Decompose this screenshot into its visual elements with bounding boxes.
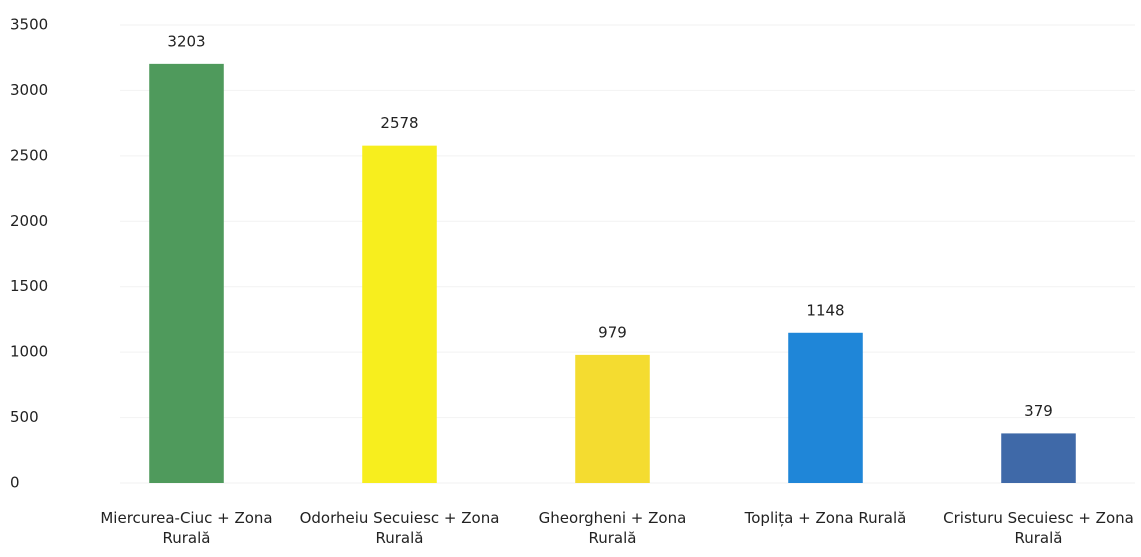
y-tick-label: 3000 [10, 81, 48, 99]
x-tick-label: Gheorgheni + Zona Rurală [538, 509, 687, 547]
x-tick-label: Toplița + Zona Rurală [744, 509, 907, 527]
y-tick-label: 2500 [10, 146, 48, 164]
data-label: 979 [598, 323, 627, 341]
x-tick-label: Cristuru Secuiesc + Zona Rurală [943, 509, 1134, 547]
data-label: 379 [1024, 402, 1053, 420]
bar [149, 63, 224, 484]
y-tick-label: 500 [10, 408, 39, 426]
y-tick-label: 1000 [10, 343, 48, 361]
y-tick-label: 2000 [10, 212, 48, 230]
data-label: 3203 [167, 32, 205, 50]
x-tick-label: Miercurea-Ciuc + Zona Rurală [100, 509, 273, 547]
data-label: 1148 [806, 301, 844, 319]
bar [788, 332, 863, 483]
x-tick-label: Odorheiu Secuiesc + Zona Rurală [299, 509, 500, 547]
bar [575, 354, 650, 483]
y-tick-label: 0 [10, 474, 20, 492]
bar [362, 145, 437, 484]
data-label: 2578 [380, 114, 418, 132]
y-tick-label: 1500 [10, 277, 48, 295]
y-tick-label: 3500 [10, 16, 48, 34]
bar [1001, 433, 1076, 483]
